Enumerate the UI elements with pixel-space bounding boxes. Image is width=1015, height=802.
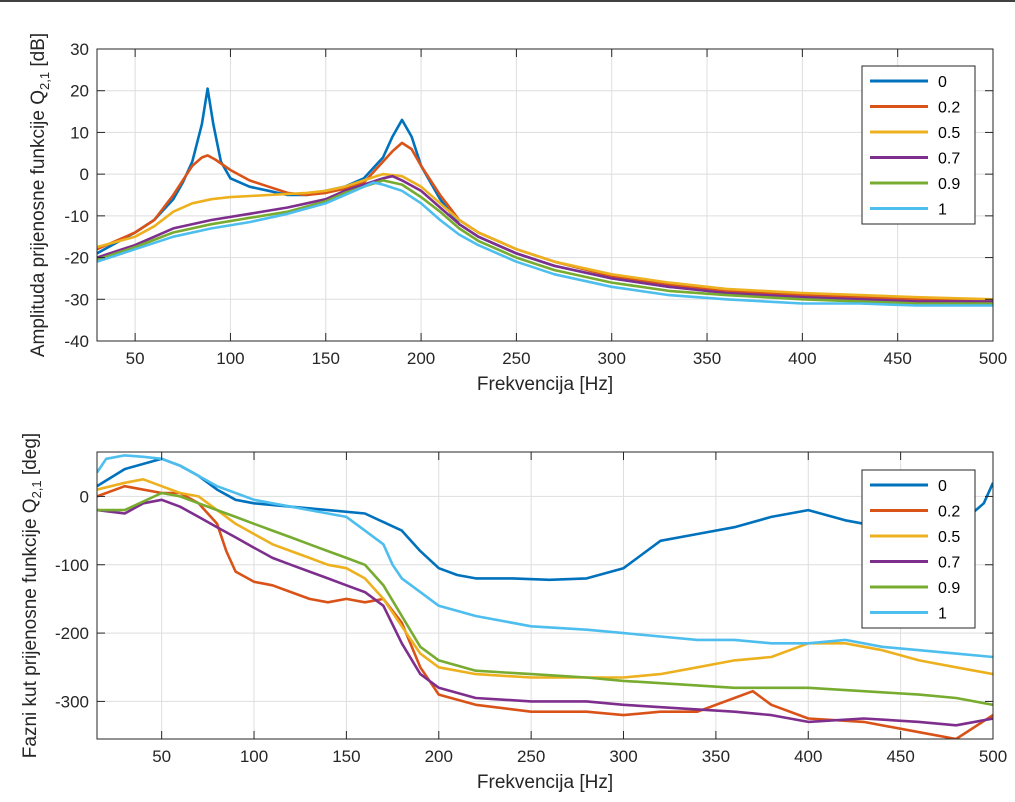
legend-label: 0.5 — [938, 529, 960, 546]
x-tick-label: 450 — [886, 747, 914, 766]
y-tick-label: 0 — [80, 487, 89, 506]
legend-label: 0 — [938, 74, 947, 91]
x-tick-label: 200 — [407, 349, 435, 368]
x-tick-label: 300 — [598, 349, 626, 368]
series-line-0-5 — [97, 477, 993, 679]
x-tick-label: 450 — [883, 349, 911, 368]
series-line-1 — [97, 454, 993, 659]
legend-box — [861, 65, 976, 225]
x-axis-label: Frekvencija [Hz] — [477, 772, 613, 793]
series-line-0-7 — [97, 174, 993, 303]
x-tick-label: 250 — [517, 747, 545, 766]
y-tick-label: -40 — [64, 332, 89, 351]
y-tick-label: -20 — [64, 249, 89, 268]
series-line-0-7 — [97, 498, 993, 727]
y-tick-label: -200 — [55, 624, 89, 643]
y-tick-label: 30 — [70, 40, 89, 59]
legend-label: 0.2 — [938, 100, 960, 117]
legend-label: 0.7 — [938, 151, 960, 168]
x-tick-label: 100 — [240, 747, 268, 766]
x-tick-label: 50 — [126, 349, 145, 368]
y-axis-label-unit: [dB] — [28, 33, 49, 72]
x-tick-label: 150 — [312, 349, 340, 368]
y-tick-label: -300 — [55, 692, 89, 711]
legend-label: 0.9 — [938, 580, 960, 597]
x-tick-label: 300 — [609, 747, 637, 766]
legend-label: 0.5 — [938, 125, 960, 142]
legend-label: 1 — [938, 606, 947, 623]
legend-label: 1 — [938, 202, 947, 219]
y-tick-label: -100 — [55, 556, 89, 575]
x-tick-label: 500 — [979, 747, 1007, 766]
series-line-0-9 — [97, 179, 993, 305]
x-tick-label: 150 — [332, 747, 360, 766]
x-tick-label: 350 — [702, 747, 730, 766]
series-line-0 — [97, 457, 993, 582]
x-axis-label: Frekvencija [Hz] — [477, 374, 613, 395]
series-line-0-2 — [97, 484, 993, 739]
x-tick-label: 500 — [979, 349, 1007, 368]
y-axis-label-subscript: 2,1 — [29, 480, 44, 498]
y-tick-label: 10 — [70, 123, 89, 142]
x-tick-label: 200 — [425, 747, 453, 766]
axes-box — [96, 48, 994, 342]
x-tick-label: 50 — [152, 747, 171, 766]
legend-label: 0.2 — [938, 504, 960, 521]
y-axis-label-main: Amplituda prijenosne funkcije Q — [28, 90, 49, 357]
y-tick-label: -10 — [64, 207, 89, 226]
amplitude-plot: 50 100 150 200 250 300 350 400 450 500-40-30-20-1… — [28, 33, 1007, 395]
legend: 0 0.2 0.5 0.7 0.9 1 — [861, 469, 976, 629]
series-line-0-5 — [97, 172, 993, 301]
series-line-1 — [97, 181, 993, 307]
y-tick-label: -30 — [64, 290, 89, 309]
legend-label: 0 — [938, 478, 947, 495]
legend-box — [861, 469, 976, 629]
legend-label: 0.9 — [938, 176, 960, 193]
series-lines — [97, 87, 993, 307]
y-axis-label: Fazni kut prijenosne funkcije Q2,1 [deg] — [20, 433, 44, 758]
x-tick-label: 250 — [502, 349, 530, 368]
legend-label: 0.7 — [938, 555, 960, 572]
plot-area — [97, 452, 993, 739]
x-tick-label: 100 — [216, 349, 244, 368]
y-axis-label-main: Fazni kut prijenosne funkcije Q — [20, 498, 41, 758]
y-axis-label-unit: [deg] — [20, 433, 41, 481]
legend: 0 0.2 0.5 0.7 0.9 1 — [861, 65, 976, 225]
y-axis-label: Amplituda prijenosne funkcije Q2,1 [dB] — [28, 33, 52, 357]
x-tick-label: 400 — [788, 349, 816, 368]
series-line-0-9 — [97, 491, 993, 707]
phase-plot: 50 100 150 200 250 300 350 400 450 500-300-200-10… — [20, 433, 1007, 793]
y-tick-label: 0 — [80, 165, 89, 184]
series-lines — [97, 454, 993, 739]
x-tick-label: 350 — [693, 349, 721, 368]
series-line-0-2 — [97, 141, 993, 301]
axes-box — [96, 451, 994, 740]
x-tick-label: 400 — [794, 747, 822, 766]
y-tick-label: 20 — [70, 82, 89, 101]
y-axis-label-subscript: 2,1 — [37, 72, 52, 90]
